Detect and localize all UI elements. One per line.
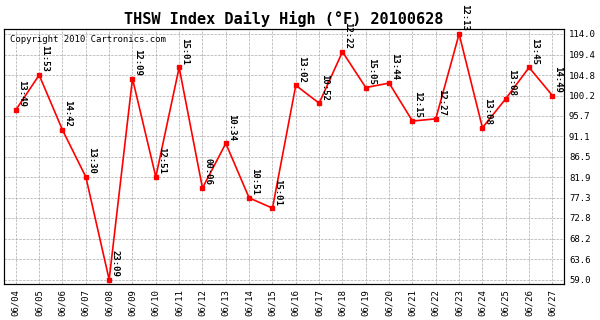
Text: 13:45: 13:45 [530, 38, 539, 65]
Text: Copyright 2010 Cartronics.com: Copyright 2010 Cartronics.com [10, 35, 166, 44]
Text: 12:27: 12:27 [437, 89, 446, 116]
Text: 15:01: 15:01 [274, 179, 283, 205]
Text: 12:15: 12:15 [413, 92, 422, 118]
Text: 12:22: 12:22 [344, 22, 353, 49]
Text: 13:30: 13:30 [87, 147, 96, 174]
Text: 11:53: 11:53 [40, 45, 49, 72]
Text: 10:34: 10:34 [227, 114, 236, 140]
Text: 14:49: 14:49 [553, 66, 562, 93]
Text: 15:01: 15:01 [180, 38, 189, 65]
Text: 00:06: 00:06 [203, 158, 212, 185]
Text: 10:51: 10:51 [250, 168, 259, 195]
Text: 12:51: 12:51 [157, 147, 166, 174]
Text: 13:49: 13:49 [17, 80, 26, 107]
Text: 23:09: 23:09 [110, 250, 119, 277]
Text: 13:08: 13:08 [484, 98, 493, 125]
Text: 13:02: 13:02 [297, 56, 306, 83]
Text: 15:05: 15:05 [367, 58, 376, 85]
Text: 13:08: 13:08 [507, 69, 516, 96]
Text: 13:44: 13:44 [390, 53, 399, 80]
Title: THSW Index Daily High (°F) 20100628: THSW Index Daily High (°F) 20100628 [124, 11, 444, 27]
Text: 12:13: 12:13 [460, 4, 469, 31]
Text: 10:52: 10:52 [320, 74, 329, 100]
Text: 14:42: 14:42 [64, 100, 73, 127]
Text: 12:09: 12:09 [134, 49, 143, 76]
